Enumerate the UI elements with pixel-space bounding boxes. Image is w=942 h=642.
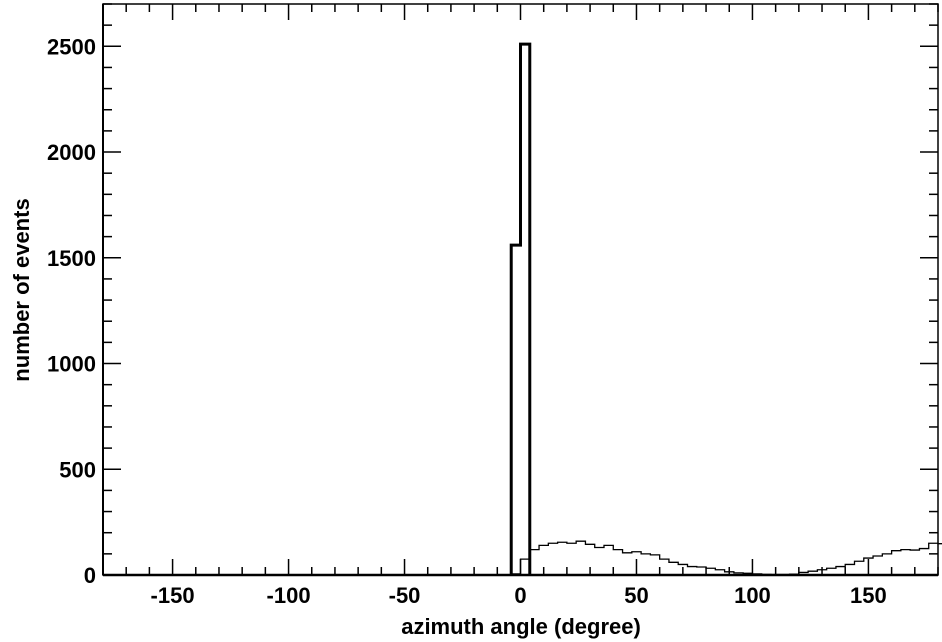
x-axis-ticks: -150 -100 -50 0 50 100 150 bbox=[102, 4, 939, 608]
y-axis-ticks: 0 500 1000 1500 2000 2500 bbox=[47, 3, 938, 588]
x-tick-label: -50 bbox=[389, 583, 421, 608]
y-tick-label: 2000 bbox=[47, 140, 96, 165]
x-axis-label: azimuth angle (degree) bbox=[401, 614, 641, 639]
y-tick-label: 1500 bbox=[47, 246, 96, 271]
y-tick-label: 0 bbox=[84, 563, 96, 588]
x-tick-label: 50 bbox=[624, 583, 648, 608]
x-tick-label: -150 bbox=[151, 583, 195, 608]
histogram-series-thick bbox=[509, 42, 532, 575]
x-tick-label: -100 bbox=[267, 583, 311, 608]
y-axis-label: number of events bbox=[9, 198, 34, 381]
y-tick-label: 2500 bbox=[47, 34, 96, 59]
series-layer bbox=[509, 42, 942, 576]
x-tick-label: 150 bbox=[850, 583, 887, 608]
x-tick-label: 100 bbox=[734, 583, 771, 608]
y-tick-label: 500 bbox=[59, 457, 96, 482]
x-tick-label: 0 bbox=[514, 583, 526, 608]
histogram-series-thin bbox=[510, 540, 942, 576]
y-tick-label: 1000 bbox=[47, 352, 96, 377]
